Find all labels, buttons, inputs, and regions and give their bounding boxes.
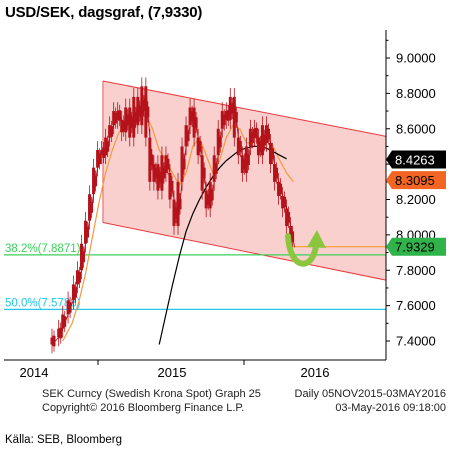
footer-date-range: Daily 05NOV2015-03MAY2016	[294, 388, 446, 400]
x-tick-label: 2016	[301, 365, 330, 380]
candle-body	[148, 137, 152, 182]
candle-body	[260, 125, 264, 156]
candle-body	[252, 128, 256, 138]
candle-body	[71, 284, 75, 301]
y-tick-label: 7.6000	[396, 298, 436, 313]
candle-body	[132, 96, 136, 138]
candle-body	[61, 314, 65, 329]
x-tick-label: 2015	[158, 365, 187, 380]
candle-body	[176, 181, 180, 227]
price-tag-8-3095: 8.3095	[386, 171, 446, 190]
candle-body	[68, 302, 72, 313]
candle-body	[156, 164, 160, 191]
candle-body	[140, 86, 144, 126]
candle-body	[277, 181, 281, 196]
chart-title: USD/SEK, dagsgraf, (7,9330)	[5, 4, 203, 21]
candle-body	[112, 111, 116, 126]
channel-upper-line	[102, 80, 387, 137]
price-tag-label: 7.9329	[395, 240, 435, 255]
candle-body	[136, 96, 140, 126]
price-tag-label: 8.4263	[395, 152, 435, 167]
y-tick-label: 7.4000	[396, 334, 436, 349]
candle-body	[79, 243, 83, 271]
candle-body	[144, 86, 148, 138]
price-tag-box	[386, 237, 446, 256]
reversal-arrow-head	[307, 230, 326, 248]
price-series	[50, 77, 296, 354]
candle-body	[204, 190, 208, 209]
candle-body	[192, 107, 196, 138]
candle-body	[244, 146, 248, 173]
candle-body	[172, 199, 176, 227]
candle-body	[264, 125, 268, 143]
y-tick-label: 7.8000	[396, 263, 436, 278]
candle-body	[196, 137, 200, 156]
candle-body	[216, 128, 220, 156]
x-tick-label: 2014	[20, 365, 49, 380]
candle-body	[228, 96, 232, 120]
candle-body	[256, 137, 260, 156]
reversal-arrow	[285, 230, 326, 267]
fib-label-38: 38.2%(7.8871)	[5, 243, 81, 255]
candle-body	[100, 149, 104, 156]
candle-body	[124, 107, 128, 133]
candle-body	[120, 119, 124, 133]
candle-body	[164, 155, 168, 173]
candle-body	[269, 142, 273, 165]
y-tick-label: 8.8000	[396, 86, 436, 101]
candle-body	[240, 155, 244, 173]
fibonacci-levels: 38.2%(7.8871) 50.0%(7.5788)	[4, 243, 386, 310]
candle-body	[208, 181, 212, 209]
candle-body	[200, 155, 204, 191]
candle-body	[248, 128, 252, 147]
price-tag-label: 8.3095	[395, 173, 435, 188]
candle-body	[232, 96, 236, 138]
reversal-arrow-shaft	[285, 233, 319, 267]
candle-body	[52, 335, 56, 347]
candle-body	[160, 155, 164, 191]
price-tags: 8.4263 8.3095 7.9329	[386, 150, 446, 256]
y-tick-label: 8.2000	[396, 192, 436, 207]
price-tag-8-4263: 8.4263	[386, 150, 446, 169]
candle-body	[84, 220, 88, 244]
fib-label-50: 50.0%(7.5788)	[5, 297, 81, 309]
candle-body	[104, 137, 108, 156]
candle-body	[168, 172, 172, 200]
y-tick-label: 8.6000	[396, 121, 436, 136]
candle-body	[184, 125, 188, 147]
price-tag-box	[386, 171, 446, 190]
candle-body	[92, 167, 96, 195]
candle-body	[108, 125, 112, 138]
candle-body	[224, 111, 228, 120]
price-line	[51, 86, 296, 345]
candle-body	[88, 194, 92, 221]
candle-body	[188, 107, 192, 126]
moving-average-slow	[158, 145, 287, 345]
candle-body	[220, 111, 224, 129]
y-tick-label: 9.0000	[396, 51, 436, 66]
channel-lower-line	[102, 222, 387, 281]
candle-body	[96, 149, 100, 168]
candle-body	[281, 195, 285, 209]
candle-body	[116, 111, 120, 120]
candle-body	[128, 107, 132, 138]
footer-timestamp: 03-May-2016 09:18:00	[335, 402, 446, 414]
source-note: Källa: SEB, Bloomberg	[5, 434, 122, 446]
candle-body	[273, 164, 277, 182]
candle-body	[212, 155, 216, 182]
candle-body	[236, 137, 240, 156]
footer-copyright: Copyright© 2016 Bloomberg Finance L.P.	[42, 402, 245, 414]
candle-body	[63, 316, 67, 327]
price-tag-box	[386, 150, 446, 169]
candle-body	[285, 208, 289, 227]
footer-series-info: SEK Curncy (Swedish Krona Spot) Graph 25	[42, 388, 261, 400]
candle-body	[50, 337, 54, 345]
candle-body	[152, 164, 156, 182]
candle-body	[75, 270, 79, 285]
price-tag-7-9329: 7.9329	[386, 237, 446, 256]
candle-body	[66, 300, 70, 315]
candle-body	[180, 146, 184, 182]
candle-body	[57, 328, 61, 338]
